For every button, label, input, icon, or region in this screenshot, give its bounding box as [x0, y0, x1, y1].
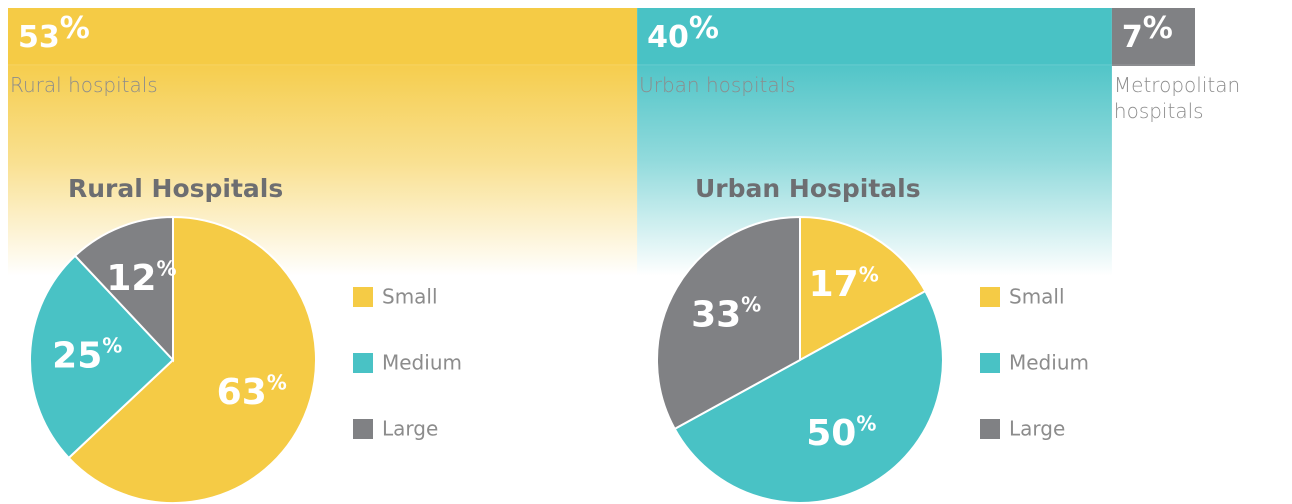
value-label: 40%: [647, 11, 719, 55]
bar-underline: [1111, 64, 1195, 66]
category-label: Urban hospitals: [639, 73, 796, 97]
legend-label: Medium: [1009, 351, 1089, 375]
legend-label: Small: [1009, 285, 1065, 309]
pie-slice: [29, 254, 175, 460]
pie-slice: [656, 215, 801, 431]
bar-underline: [8, 64, 638, 66]
pie-slice: [73, 215, 174, 363]
legend-label: Large: [1009, 417, 1065, 441]
category-label-box: Metropolitan hospitals: [1113, 73, 1241, 123]
pie-slice: [799, 215, 927, 362]
value-label: 33%: [691, 292, 761, 335]
category-label-box: Urban hospitals: [639, 73, 796, 97]
legend-label: Small: [382, 285, 438, 309]
pie-slice: [673, 289, 944, 504]
value-label: 50%: [806, 411, 876, 454]
category-label-box: Rural hospitals: [10, 73, 158, 97]
bar-underline: [637, 64, 1112, 66]
bar-segment: [8, 8, 638, 64]
legend-swatch: [980, 287, 1000, 307]
pie-title: Urban Hospitals: [695, 174, 921, 203]
category-label: Rural hospitals: [10, 73, 158, 97]
value-label: 7%: [1122, 11, 1173, 55]
bar-segment: [1111, 8, 1195, 64]
bar-segment: [637, 8, 1112, 64]
value-label: 12%: [106, 256, 176, 299]
pie-slice: [67, 215, 317, 504]
legend-swatch: [980, 353, 1000, 373]
legend-label: Large: [382, 417, 438, 441]
legend-swatch: [353, 419, 373, 439]
pie-title: Rural Hospitals: [68, 174, 283, 203]
value-label: 17%: [809, 262, 879, 305]
legend-swatch: [353, 287, 373, 307]
legend-swatch: [353, 353, 373, 373]
value-label: 63%: [217, 370, 287, 413]
legend-label: Medium: [382, 351, 462, 375]
category-label: Metropolitan hospitals: [1113, 73, 1241, 123]
value-label: 25%: [52, 333, 122, 376]
value-label: 53%: [18, 11, 90, 55]
legend-swatch: [980, 419, 1000, 439]
